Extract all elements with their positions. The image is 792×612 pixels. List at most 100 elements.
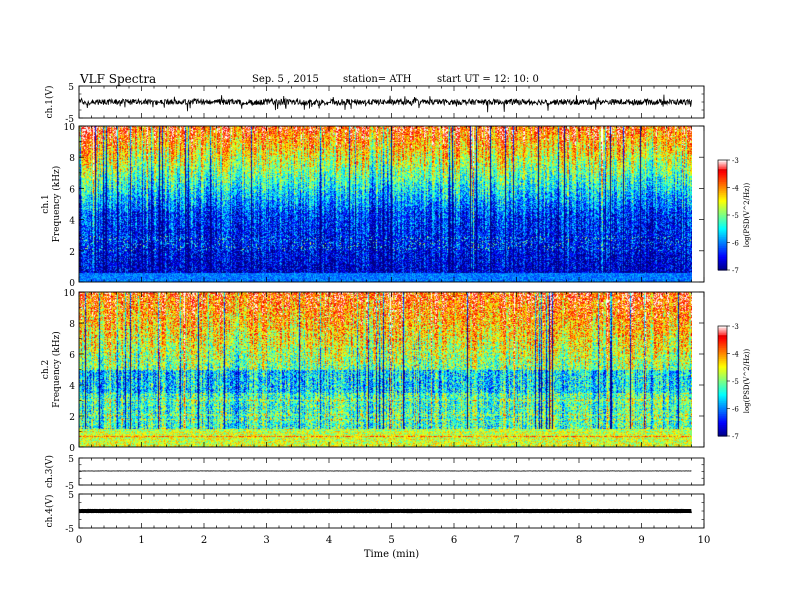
ch1-spectrogram-panel: 0 2 4 6 8 10 ch.1 Frequency (kHz) -3 -4 -5 -6 -7 log(… xyxy=(41,123,751,289)
colorbar-swatch xyxy=(718,346,727,349)
y-tick-label: 4 xyxy=(69,382,75,392)
colorbar-swatch xyxy=(718,163,727,167)
y-tick-label: -5 xyxy=(65,115,74,125)
y-tick-label: -5 xyxy=(65,525,74,535)
colorbar-swatch xyxy=(718,410,727,413)
date-label: Sep. 5 , 2015 xyxy=(252,74,319,85)
y-tick-label: 5 xyxy=(68,455,74,465)
y-axis-label: Frequency (kHz) xyxy=(51,331,62,408)
x-tick-label: 10 xyxy=(698,535,711,546)
x-tick-label: 5 xyxy=(388,535,394,546)
y-axis-label: ch.4(V) xyxy=(44,495,55,528)
colorbar-swatch xyxy=(718,340,727,344)
colorbar-swatch xyxy=(718,408,727,411)
figure-title: VLF Spectra xyxy=(80,72,157,86)
x-tick-label: 3 xyxy=(263,535,269,546)
colorbar-swatch xyxy=(718,171,727,174)
x-axis-label: Time (min) xyxy=(364,549,419,560)
y-tick-label: 5 xyxy=(68,491,74,501)
colorbar-swatch xyxy=(718,393,727,397)
colorbar-swatch xyxy=(718,268,727,271)
colorbar-swatch xyxy=(718,368,727,371)
colorbar-swatch xyxy=(718,434,727,437)
colorbar-swatch xyxy=(718,226,727,229)
colorbar-swatch xyxy=(718,359,727,362)
station-label: station= ATH xyxy=(343,74,412,85)
colorbar-swatch xyxy=(718,335,727,338)
colorbar-swatch xyxy=(718,392,727,395)
colorbar-swatch xyxy=(718,167,727,170)
colorbar-swatch xyxy=(718,414,727,417)
y-axis-label: ch.1(V) xyxy=(44,86,55,119)
colorbar-swatch xyxy=(718,349,727,353)
colorbar-swatch xyxy=(718,401,727,404)
colorbar-swatch xyxy=(718,220,727,223)
colorbar-swatch xyxy=(718,205,727,209)
colorbar-swatch xyxy=(718,189,727,192)
colorbar-swatch xyxy=(718,216,727,220)
colorbar-swatch xyxy=(718,370,727,373)
colorbar-tick-label: -6 xyxy=(732,240,739,248)
ch2-spectrogram-panel: 0 2 4 6 8 10 ch.2 Frequency (kHz) -3 -4 -5 -6 -7 log(… xyxy=(41,289,751,454)
colorbar-swatch xyxy=(718,412,727,415)
colorbar-swatch xyxy=(718,353,727,356)
colorbar-tick-label: -3 xyxy=(732,157,739,165)
colorbar-swatch xyxy=(718,337,727,340)
x-tick-label: 2 xyxy=(201,535,207,546)
colorbar-swatch xyxy=(718,251,727,255)
colorbar-swatch xyxy=(718,379,727,382)
colorbar-swatch xyxy=(718,183,727,187)
colorbar-swatch xyxy=(718,187,727,190)
colorbar-swatch xyxy=(718,432,727,435)
colorbar-label: log(PSD(V^2/Hz)) xyxy=(743,182,751,247)
colorbar-swatch xyxy=(718,326,727,329)
colorbar-swatch xyxy=(718,231,727,234)
colorbar-label: log(PSD(V^2/Hz)) xyxy=(743,348,751,413)
colorbar-swatch xyxy=(718,249,727,253)
colorbar-tick-label: -5 xyxy=(732,378,739,386)
colorbar-swatch xyxy=(718,381,727,384)
colorbar-tick-label: -4 xyxy=(732,351,739,359)
colorbar-swatch xyxy=(718,227,727,231)
colorbar-swatch xyxy=(718,371,727,375)
colorbar-swatch xyxy=(718,202,727,205)
colorbar-swatch xyxy=(718,428,727,432)
channel-label: ch.2 xyxy=(41,360,51,379)
colorbar-swatch xyxy=(718,240,727,244)
colorbar-swatch xyxy=(718,415,727,419)
colorbar-swatch xyxy=(718,399,727,402)
colorbar-swatch xyxy=(718,169,727,172)
colorbar-swatch xyxy=(718,209,727,212)
x-tick-label: 8 xyxy=(576,535,582,546)
colorbar-swatch xyxy=(718,176,727,179)
y-tick-label: 2 xyxy=(69,248,75,258)
ch3-waveform-panel: 5 -5 ch.3(V) xyxy=(44,455,704,492)
colorbar-swatch xyxy=(718,233,727,236)
colorbar-swatch xyxy=(718,218,727,222)
colorbar-tick-label: -7 xyxy=(732,267,739,275)
y-axis-label: Frequency (kHz) xyxy=(51,166,62,243)
colorbar-swatch xyxy=(718,348,727,351)
colorbar-swatch xyxy=(718,182,727,185)
colorbar-swatch xyxy=(718,196,727,200)
y-tick-label: 6 xyxy=(69,351,75,361)
x-tick-label: 6 xyxy=(451,535,457,546)
colorbar-swatch xyxy=(718,327,727,331)
colorbar-swatch xyxy=(718,253,727,256)
colorbar-swatch xyxy=(718,246,727,249)
colorbar-swatch xyxy=(718,257,727,260)
colorbar-swatch xyxy=(718,364,727,367)
colorbar-swatch xyxy=(718,386,727,389)
y-tick-label: 0 xyxy=(69,279,75,289)
y-tick-label: 8 xyxy=(69,154,75,164)
colorbar-swatch xyxy=(718,344,727,347)
y-tick-label: -5 xyxy=(65,482,74,492)
colorbar-swatch xyxy=(718,242,727,245)
colorbar-swatch xyxy=(718,213,727,216)
ch2-spectrogram-image xyxy=(79,292,692,447)
colorbar-swatch xyxy=(718,397,727,400)
colorbar-swatch xyxy=(718,235,727,238)
y-tick-label: 0 xyxy=(69,444,75,454)
colorbar-swatch xyxy=(718,248,727,251)
colorbar-swatch xyxy=(718,259,727,262)
